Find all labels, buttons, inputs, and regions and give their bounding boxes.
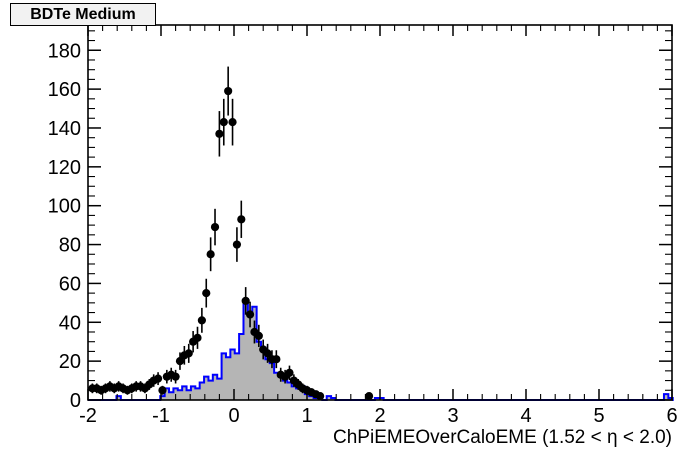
y-tick-label: 180 <box>48 40 81 62</box>
x-tick-label: 1 <box>301 405 312 427</box>
histogram-line-layer <box>88 297 674 401</box>
y-tick-label: 20 <box>59 351 81 373</box>
x-tick-label: 6 <box>666 405 677 427</box>
x-axis-title: ChPiEMEOverCaloEME (1.52 < η < 2.0) <box>333 427 672 448</box>
histogram-fill-layer <box>94 298 673 400</box>
x-tick-label: 5 <box>593 405 604 427</box>
x-tick-label: 4 <box>520 405 531 427</box>
x-tick-label: -1 <box>152 405 170 427</box>
x-tick-label: -2 <box>79 405 97 427</box>
y-tick-label: 80 <box>59 235 81 257</box>
y-tick-label: 160 <box>48 79 81 101</box>
y-tick-label: 60 <box>59 273 81 295</box>
plot-title-box: BDTe Medium <box>10 3 156 26</box>
plot-title-text: BDTe Medium <box>30 5 136 23</box>
y-tick-label: 0 <box>70 390 81 412</box>
y-tick-label: 40 <box>59 312 81 334</box>
y-tick-label: 120 <box>48 157 81 179</box>
x-tick-label: 3 <box>447 405 458 427</box>
x-tick-label: 2 <box>374 405 385 427</box>
y-tick-label: 100 <box>48 196 81 218</box>
y-tick-label: 140 <box>48 118 81 140</box>
axis-frame-layer <box>87 24 673 401</box>
axis-ticks-layer <box>87 25 673 401</box>
x-axis-title-layer: ChPiEMEOverCaloEME (1.52 < η < 2.0) <box>333 427 672 448</box>
data-points-layer <box>88 66 374 401</box>
x-tick-label: 0 <box>228 405 239 427</box>
